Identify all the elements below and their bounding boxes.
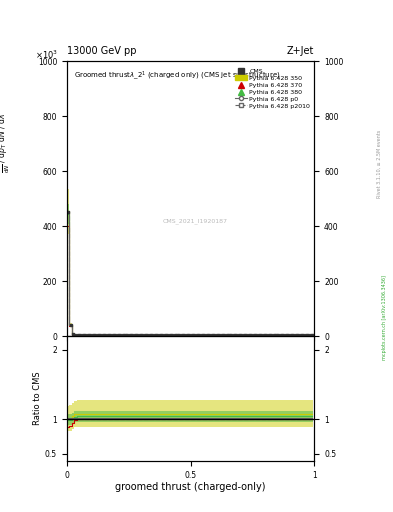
Text: Groomed thrust$\lambda\_2^1$ (charged only) (CMS jet substructure): Groomed thrust$\lambda\_2^1$ (charged on… [74,70,281,82]
X-axis label: groomed thrust (charged-only): groomed thrust (charged-only) [116,482,266,493]
Text: mcplots.cern.ch [arXiv:1306.3436]: mcplots.cern.ch [arXiv:1306.3436] [382,275,387,360]
Y-axis label: Ratio to CMS: Ratio to CMS [33,372,42,425]
Text: Rivet 3.1.10, ≥ 2.5M events: Rivet 3.1.10, ≥ 2.5M events [377,130,382,198]
Text: CMS_2021_I1920187: CMS_2021_I1920187 [163,218,228,224]
Text: 13000 GeV pp: 13000 GeV pp [67,46,136,56]
Text: $\frac{1}{\mathrm{d}N}$ / $\mathrm{d}p_\mathrm{T}$ $\mathrm{d}N$ / $\mathrm{d}\l: $\frac{1}{\mathrm{d}N}$ / $\mathrm{d}p_\… [0,114,12,173]
Text: Z+Jet: Z+Jet [287,46,314,56]
Legend: CMS, Pythia 6.428 350, Pythia 6.428 370, Pythia 6.428 380, Pythia 6.428 p0, Pyth: CMS, Pythia 6.428 350, Pythia 6.428 370,… [234,67,311,110]
Text: $\times10^3$: $\times10^3$ [35,48,58,61]
